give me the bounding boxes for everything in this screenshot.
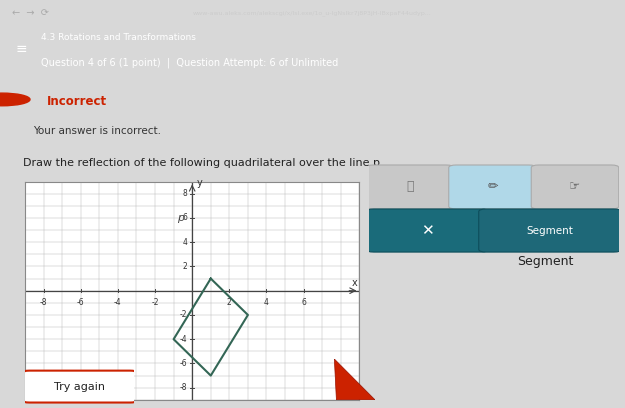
Text: 2: 2: [227, 298, 232, 307]
Text: 4.3 Rotations and Transformations: 4.3 Rotations and Transformations: [41, 33, 196, 42]
Text: Segment: Segment: [517, 255, 574, 268]
Text: -8: -8: [180, 383, 188, 392]
Text: Try again: Try again: [54, 381, 105, 392]
Text: 🗑: 🗑: [406, 180, 414, 193]
FancyBboxPatch shape: [23, 370, 136, 403]
Text: ☞: ☞: [569, 180, 581, 193]
Text: 4: 4: [182, 238, 188, 247]
Text: 8: 8: [182, 189, 188, 198]
FancyBboxPatch shape: [449, 165, 536, 209]
FancyBboxPatch shape: [366, 209, 489, 252]
Text: ✕: ✕: [421, 223, 434, 238]
Text: Question 4 of 6 (1 point)  |  Question Attempt: 6 of Unlimited: Question 4 of 6 (1 point) | Question Att…: [41, 57, 338, 68]
Text: Segment: Segment: [526, 226, 574, 235]
Circle shape: [0, 93, 30, 106]
Text: 6: 6: [182, 213, 188, 222]
Text: ✏: ✏: [488, 180, 498, 193]
Polygon shape: [334, 359, 375, 400]
Text: -4: -4: [180, 335, 188, 344]
Text: -2: -2: [151, 298, 159, 307]
Text: 6: 6: [301, 298, 306, 307]
Text: ≡: ≡: [16, 42, 28, 55]
Text: -6: -6: [77, 298, 84, 307]
Text: 2: 2: [182, 262, 188, 271]
Text: www-awu.aleks.com/alekscgi/x/lsl.exe/1o_u-lgNsIkr7j8P3jH-IBxpaF44udyp...: www-awu.aleks.com/alekscgi/x/lsl.exe/1o_…: [193, 11, 432, 16]
Text: Incorrect: Incorrect: [47, 95, 107, 108]
Text: y: y: [197, 178, 202, 188]
Text: -8: -8: [40, 298, 48, 307]
Text: 4: 4: [264, 298, 269, 307]
Text: x: x: [352, 278, 357, 288]
Text: Your answer is incorrect.: Your answer is incorrect.: [33, 126, 161, 136]
FancyBboxPatch shape: [366, 165, 454, 209]
Text: -6: -6: [180, 359, 188, 368]
Text: ←  →  ⟳: ← → ⟳: [12, 8, 49, 18]
Text: Q: Q: [0, 94, 6, 104]
Text: -2: -2: [180, 310, 188, 319]
FancyBboxPatch shape: [531, 165, 619, 209]
Text: Draw the reflection of the following quadrilateral over the line p.: Draw the reflection of the following qua…: [23, 158, 384, 168]
Text: -4: -4: [114, 298, 122, 307]
FancyBboxPatch shape: [479, 209, 621, 252]
Text: p: p: [177, 213, 184, 223]
